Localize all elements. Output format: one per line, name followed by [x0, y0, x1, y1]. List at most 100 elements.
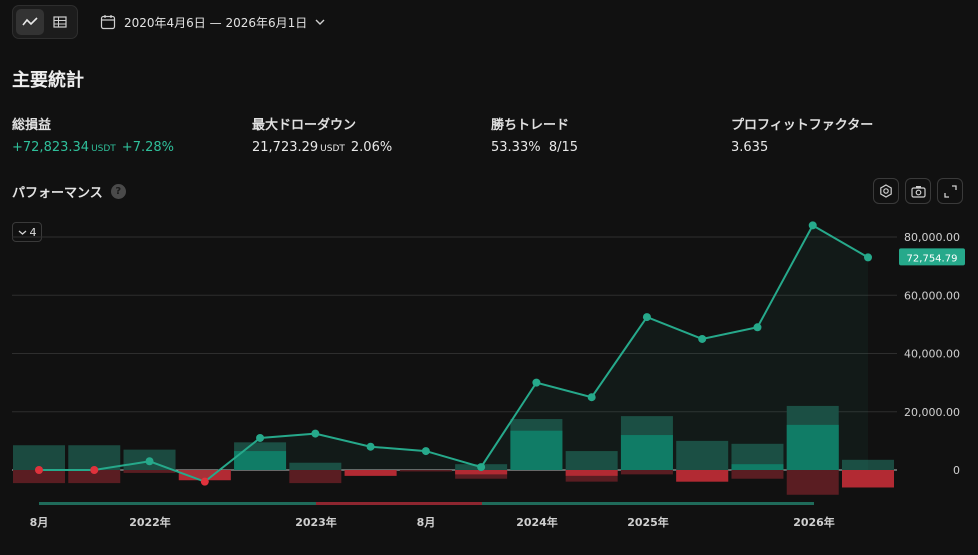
performance-header: パフォーマンス ?: [12, 182, 126, 201]
y-tick-label: 20,000.00: [904, 406, 960, 419]
drawdown-bar: [399, 470, 452, 472]
win-count-value: 8/15: [548, 140, 579, 155]
current-value-label: 72,754.79: [907, 253, 958, 264]
view-toggle: [12, 5, 78, 39]
fullscreen-icon: [943, 184, 957, 198]
x-tick-label: 8月: [30, 516, 49, 529]
y-tick-label: 0: [953, 464, 960, 477]
help-icon[interactable]: ?: [110, 184, 126, 199]
equity-point[interactable]: [311, 429, 320, 438]
current-value-tag: [899, 248, 965, 266]
equity-point[interactable]: [200, 477, 209, 486]
max-drawdown-unit: USDT: [320, 144, 345, 154]
run-up-solid-bar: [786, 424, 839, 470]
stat-label: 総損益: [12, 118, 52, 133]
stat-value: 53.33% 8/15: [491, 140, 578, 155]
drawdown-bar: [13, 470, 65, 484]
date-range-picker[interactable]: 2020年4月6日 — 2026年6月1日: [100, 14, 325, 31]
stat-win-trades: 勝ちトレード 53.33% 8/15: [491, 114, 578, 155]
drawdown-bar: [731, 470, 784, 479]
drawdown-solid-bar: [565, 470, 618, 476]
equity-point[interactable]: [366, 442, 375, 451]
max-drawdown-percent: 2.06%: [350, 140, 393, 155]
stat-total-pnl: 総損益 +72,823.34 USDT +7.28%: [12, 114, 174, 155]
run-up-bar: [68, 445, 121, 470]
run-up-bar: [676, 440, 729, 470]
x-tick-label: 2022年: [129, 515, 171, 529]
x-tick-label: 2026年: [793, 515, 835, 529]
fullscreen-button[interactable]: [937, 178, 963, 204]
chart-view-button[interactable]: [16, 9, 44, 35]
run-up-bar: [13, 445, 65, 470]
equity-point[interactable]: [256, 433, 265, 442]
chevron-down-icon: [18, 230, 26, 235]
stat-label: 勝ちトレード: [491, 118, 570, 133]
equity-line: [39, 223, 869, 483]
snapshot-button[interactable]: [905, 178, 931, 204]
x-tick-label: 2023年: [295, 515, 337, 529]
period-strip-loss: [316, 502, 482, 505]
stat-label: プロフィットファクター: [731, 118, 874, 133]
equity-point[interactable]: [477, 463, 486, 472]
stat-value: 21,723.29 USDT 2.06%: [252, 140, 392, 155]
drawdown-solid-bar: [676, 470, 729, 482]
x-tick-label: 8月: [417, 516, 436, 529]
toolbar: 2020年4月6日 — 2026年6月1日: [12, 5, 325, 39]
max-drawdown-value: 21,723.29: [252, 140, 319, 155]
stat-max-drawdown: 最大ドローダウン 21,723.29 USDT 2.06%: [252, 114, 392, 155]
line-chart-icon: [22, 17, 38, 26]
pane-dropdown-value: 4: [29, 225, 37, 239]
stat-profit-factor: プロフィットファクター 3.635: [731, 114, 873, 155]
run-up-solid-bar: [234, 451, 287, 470]
equity-point[interactable]: [145, 457, 154, 466]
run-up-solid-bar: [620, 435, 673, 470]
stat-label: 最大ドローダウン: [252, 118, 357, 133]
period-strip-gain: [39, 502, 316, 505]
equity-point[interactable]: [532, 378, 541, 387]
table-view-button[interactable]: [46, 9, 74, 35]
date-range-label: 2020年4月6日 — 2026年6月1日: [124, 15, 308, 30]
drawdown-bar: [620, 470, 673, 475]
profit-factor-value: 3.635: [731, 140, 769, 155]
drawdown-bar: [289, 470, 342, 484]
total-pnl-unit: USDT: [91, 144, 116, 154]
equity-point[interactable]: [421, 447, 430, 456]
run-up-solid-bar: [510, 430, 563, 470]
table-icon: [53, 16, 67, 28]
period-strip-gain: [482, 502, 814, 505]
stat-value: +72,823.34 USDT +7.28%: [12, 140, 174, 155]
drawdown-bar: [123, 470, 176, 473]
total-pnl-value: +72,823.34: [12, 140, 90, 155]
section-title: 主要統計: [12, 70, 84, 91]
performance-title: パフォーマンス: [12, 186, 103, 201]
equity-point[interactable]: [864, 253, 872, 262]
y-tick-label: 60,000.00: [904, 289, 960, 302]
total-pnl-percent: +7.28%: [121, 140, 174, 155]
equity-point[interactable]: [35, 466, 43, 474]
pane-dropdown[interactable]: 4: [12, 222, 42, 242]
equity-point[interactable]: [753, 323, 762, 332]
x-tick-label: 2024年: [516, 515, 558, 529]
equity-area: [39, 225, 868, 482]
equity-point[interactable]: [642, 313, 651, 322]
run-up-bar: [565, 451, 618, 470]
equity-point[interactable]: [90, 466, 99, 474]
performance-chart: 80,000.00 60,000.00 40,000.00 20,000.00 0 72,…: [12, 221, 965, 529]
x-tick-label: 2025年: [627, 515, 669, 529]
drawdown-solid-bar: [344, 470, 397, 476]
chart-actions: [873, 178, 963, 204]
equity-point[interactable]: [587, 393, 596, 402]
equity-point[interactable]: [808, 221, 817, 230]
run-up-solid-bar: [731, 464, 784, 470]
win-rate-value: 53.33%: [491, 140, 541, 155]
drawdown-solid-bar: [178, 470, 231, 481]
equity-point[interactable]: [698, 334, 707, 343]
y-tick-label: 80,000.00: [904, 231, 960, 244]
chevron-down-icon: [315, 19, 325, 25]
chart-settings-button[interactable]: [873, 178, 899, 204]
drawdown-solid-bar: [842, 470, 894, 488]
stat-value: 3.635: [731, 140, 873, 155]
drawdown-solid-bar: [455, 470, 508, 475]
camera-icon: [910, 185, 926, 198]
calendar-icon: [100, 15, 116, 30]
